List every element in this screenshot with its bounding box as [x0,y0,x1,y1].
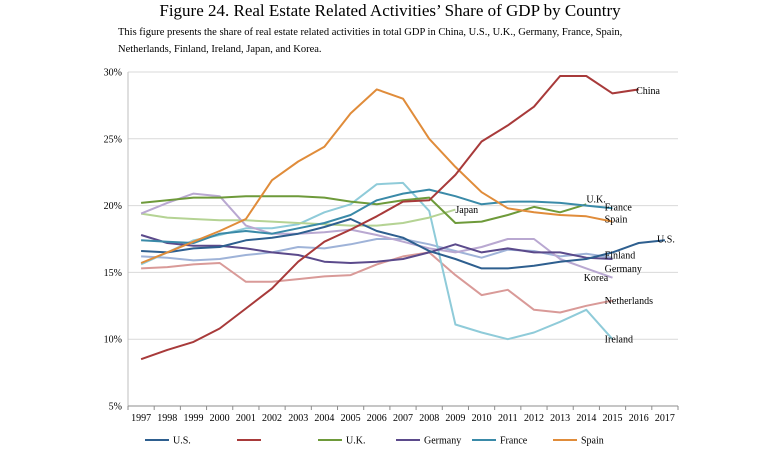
x-tick-label: 2000 [210,413,230,424]
y-tick-label: 15% [104,268,122,279]
x-tick-label: 2005 [341,413,361,424]
x-tick-label: 2015 [603,413,623,424]
x-tick-label: 2016 [629,413,649,424]
legend-label-spain: Spain [581,436,604,447]
series-line-germany [140,234,613,264]
x-tick-label: 2002 [262,413,282,424]
end-label-china: China [636,86,660,97]
x-tick-label: 2011 [498,413,518,424]
series-line-spain [140,88,613,264]
x-tick-label: 2003 [288,413,308,424]
legend: U.S. U.K. Germany France Spain [145,436,604,447]
y-tick-label: 10% [104,335,122,346]
x-tick-label: 2004 [314,413,334,424]
x-tick-label: 1999 [183,413,203,424]
series-line-france [141,188,613,244]
series-line-finland [141,238,613,262]
end-label-us: U.S. [657,235,675,246]
y-tick-label: 20% [104,201,122,212]
end-label-korea: Korea [584,273,609,284]
series-line-china [140,75,639,361]
series-line-japan [140,208,456,227]
x-tick-label: 2008 [419,413,439,424]
x-tick-label: 1998 [157,413,177,424]
legend-label-germany: Germany [424,436,461,447]
legend-label-uk: U.K. [346,436,365,447]
legend-label-france: France [500,436,528,447]
series-line-us [141,218,666,270]
chart-caption: This figure presents the share of real e… [118,27,623,55]
y-tick-label: 30% [104,68,122,79]
end-label-netherlands: Netherlands [605,296,653,307]
series-line-uk [141,195,587,224]
series-line-netherlands [141,251,613,314]
end-label-spain: Spain [605,214,628,225]
x-tick-label: 2010 [472,413,492,424]
x-tick-label: 2009 [445,413,465,424]
chart-title: Figure 24. Real Estate Related Activitie… [159,1,621,20]
y-tick-label: 25% [104,134,122,145]
axis-layer: 5% 10% 15% 20% 25% 30% 1997 1998 1999 2000 2001 200… [104,68,679,424]
series-line-ireland [140,181,614,341]
end-label-finland: Finland [605,251,636,262]
legend-label-us: U.S. [173,436,191,447]
end-label-ireland: Ireland [605,335,633,346]
x-tick-label: 2014 [576,413,596,424]
end-label-germany: Germany [605,264,642,275]
y-tick-label: 5% [109,402,122,413]
x-tick-label: 2013 [550,413,570,424]
x-tick-label: 2006 [367,413,387,424]
x-tick-label: 2012 [524,413,544,424]
end-label-uk: U.K. [586,194,605,205]
x-tick-label: 2007 [393,413,413,424]
end-label-france: France [605,202,633,213]
series-line-korea [140,192,613,279]
x-tick-label: 1997 [131,413,151,424]
x-tick-label: 2001 [236,413,256,424]
x-tick-label: 2017 [655,413,675,424]
end-label-japan: Japan [455,205,478,216]
series-layer [140,75,666,361]
